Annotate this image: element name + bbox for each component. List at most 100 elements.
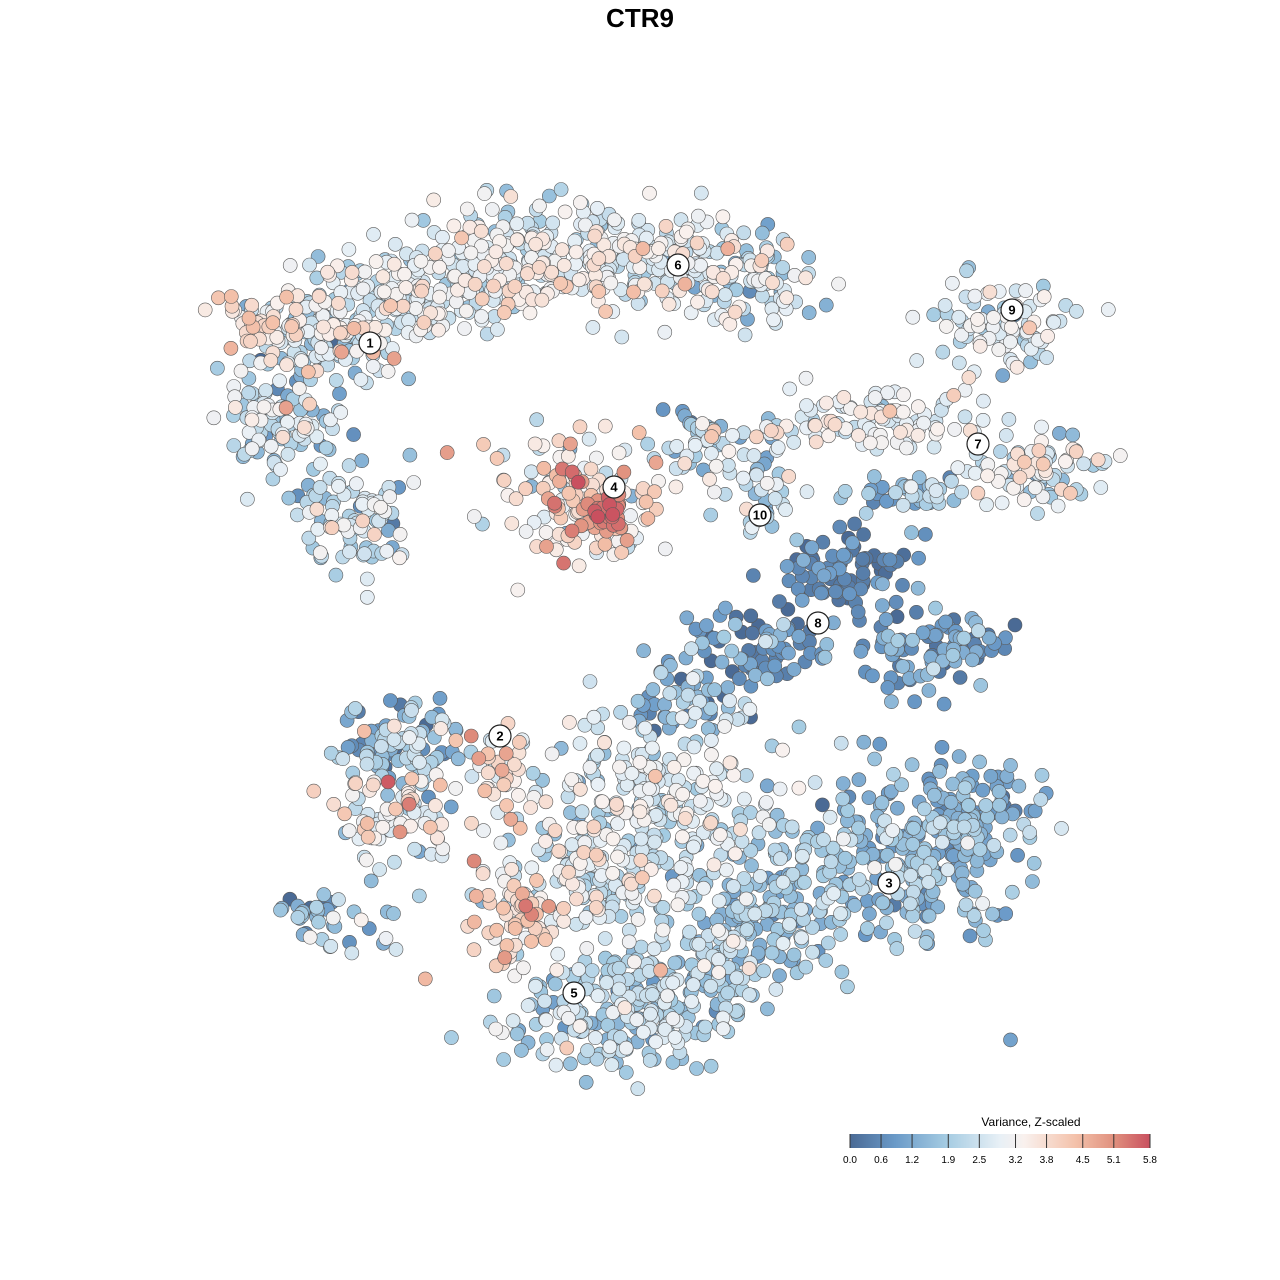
data-point — [986, 310, 1001, 325]
data-point — [815, 797, 830, 813]
data-point — [840, 979, 855, 995]
data-point — [670, 897, 686, 913]
data-point — [320, 264, 335, 280]
data-point — [890, 633, 906, 648]
data-point — [244, 412, 260, 428]
data-point — [561, 485, 577, 501]
data-point — [432, 259, 447, 275]
data-point — [386, 732, 402, 747]
data-point — [759, 778, 775, 794]
data-point — [1009, 359, 1025, 375]
data-point — [631, 213, 647, 228]
data-point — [875, 576, 890, 592]
data-point — [903, 868, 919, 883]
data-point — [581, 431, 597, 447]
data-point — [590, 988, 606, 1004]
data-point — [720, 241, 736, 256]
data-point — [480, 765, 496, 781]
colorbar-tick-label: 1.9 — [941, 1155, 955, 1166]
data-point — [687, 437, 703, 453]
data-point — [588, 900, 604, 915]
data-point — [278, 400, 294, 416]
data-point — [808, 434, 824, 450]
data-point — [402, 447, 418, 463]
data-point — [791, 780, 807, 796]
data-point — [865, 668, 880, 684]
data-point — [630, 1081, 646, 1096]
data-point — [346, 321, 362, 336]
data-point — [450, 751, 466, 767]
data-point — [798, 959, 814, 975]
data-point — [1001, 412, 1017, 427]
data-point — [556, 901, 571, 916]
cluster-label-3: 3 — [877, 871, 901, 895]
data-point — [527, 436, 543, 452]
data-point — [744, 625, 760, 641]
data-point — [959, 263, 974, 279]
data-point — [754, 225, 770, 241]
cluster-label-text: 2 — [496, 729, 503, 744]
data-point — [860, 921, 875, 936]
cluster-label-text: 6 — [674, 258, 681, 273]
data-point — [632, 754, 648, 770]
data-point — [909, 353, 925, 368]
data-point — [486, 988, 502, 1004]
data-point — [626, 284, 641, 300]
data-point — [547, 823, 563, 838]
data-point — [224, 289, 239, 304]
data-point — [741, 961, 757, 976]
data-point — [365, 777, 381, 793]
data-point — [995, 368, 1011, 383]
chart-title: CTR9 — [606, 3, 674, 33]
data-point — [737, 327, 753, 343]
data-point — [412, 754, 427, 770]
data-point — [544, 746, 560, 762]
data-point — [256, 399, 272, 415]
data-point — [684, 641, 699, 657]
data-point — [529, 873, 544, 888]
data-point — [967, 288, 983, 304]
data-point — [597, 931, 613, 946]
data-point — [817, 649, 833, 665]
data-point — [692, 793, 708, 809]
colorbar-legend: Variance, Z-scaled 0.0 0.6 1.2 1.9 2.5 3.2 3.8… — [843, 1115, 1157, 1166]
data-point — [884, 694, 899, 710]
colorbar-tick-label: 4.5 — [1076, 1155, 1090, 1166]
data-point — [273, 902, 288, 918]
data-point — [559, 1040, 575, 1056]
data-point — [642, 781, 657, 797]
data-point — [782, 916, 797, 932]
data-point — [754, 253, 770, 268]
data-point — [711, 923, 726, 938]
data-point — [306, 783, 322, 799]
data-point — [706, 857, 722, 873]
data-point — [718, 862, 734, 878]
data-point — [476, 823, 491, 838]
data-point — [537, 993, 553, 1009]
data-point — [388, 801, 403, 817]
cluster-label-2: 2 — [488, 724, 512, 748]
data-point — [341, 823, 357, 839]
data-point — [428, 798, 443, 813]
data-point — [972, 754, 987, 770]
data-point — [946, 388, 962, 403]
data-point — [786, 662, 802, 677]
data-point — [284, 319, 299, 334]
cluster-label-text: 5 — [570, 986, 577, 1001]
data-point — [693, 185, 709, 201]
data-point — [720, 680, 736, 695]
data-point — [653, 665, 669, 681]
data-point — [1033, 792, 1048, 807]
data-point — [851, 820, 866, 836]
colorbar-tick-label: 3.2 — [1009, 1155, 1023, 1166]
data-point — [553, 276, 568, 291]
data-point — [660, 988, 675, 1004]
data-point — [816, 568, 832, 584]
data-point — [772, 968, 787, 984]
data-point — [782, 381, 798, 397]
data-point — [313, 340, 329, 356]
data-point — [496, 1052, 511, 1067]
data-point — [474, 291, 490, 307]
data-point — [344, 945, 360, 961]
data-point — [647, 768, 663, 784]
